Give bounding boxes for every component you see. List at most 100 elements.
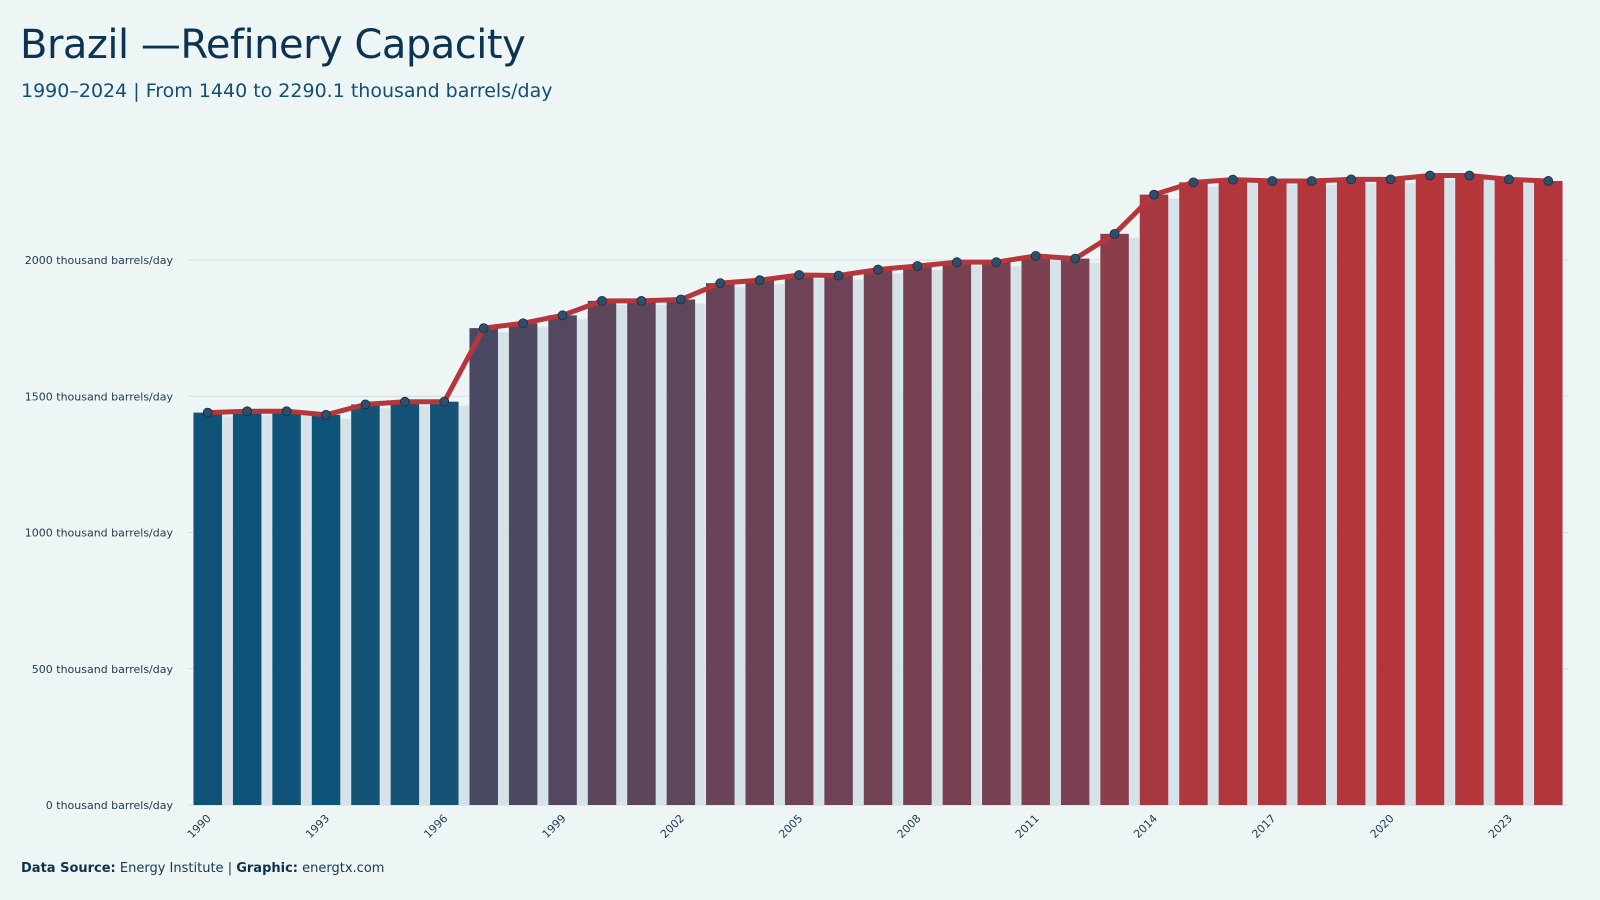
ghost-bar-2014 — [1166, 198, 1179, 806]
bar-2022 — [1455, 175, 1484, 805]
bar-1997 — [469, 328, 498, 805]
x-axis-ticks: 1990 1993 1996 1999 2002 2005 2008 2011 2014 2017… — [185, 812, 1515, 841]
marker-1994 — [360, 399, 371, 410]
marker-2018 — [1306, 176, 1317, 186]
bar-1995 — [390, 401, 420, 805]
bar-2004 — [745, 280, 774, 805]
y-tick-label-1000: 1000 thousand barrels/day — [25, 527, 174, 540]
marker-2007 — [873, 264, 883, 275]
ghost-bar-1993 — [338, 418, 351, 805]
y-tick-label-0: 0 thousand barrels/day — [46, 799, 174, 812]
x-tick-label-1993: 1993 — [303, 812, 332, 841]
ghost-bar-2012 — [1087, 262, 1100, 805]
marker-2011 — [1030, 251, 1041, 261]
bar-2019 — [1336, 179, 1366, 806]
ghost-bar-2011 — [1048, 259, 1061, 806]
marker-1992 — [281, 406, 292, 417]
ghost-bar-2003 — [733, 287, 746, 806]
ghost-bar-2005 — [811, 278, 824, 805]
bar-1990 — [193, 412, 222, 805]
ghost-bar-1998 — [535, 327, 548, 805]
ghost-bar-1991 — [259, 415, 272, 805]
graphic-value: energtx.com — [302, 861, 385, 876]
y-axis-ticks: 0 thousand barrels/day 500 thousand barre… — [25, 254, 174, 812]
bar-2023 — [1494, 179, 1524, 806]
marker-2002 — [675, 294, 686, 305]
chart-subtitle: 1990–2024 | From 1440 to 2290.1 thousand… — [21, 80, 553, 102]
marker-2015 — [1188, 177, 1199, 188]
ghost-bar-2015 — [1206, 186, 1219, 805]
ghost-bar-1990 — [220, 416, 233, 805]
x-tick-label-2011: 2011 — [1013, 812, 1042, 841]
bar-1993 — [311, 414, 341, 805]
ghost-bar-2018 — [1324, 184, 1337, 806]
bar-2010 — [982, 262, 1011, 805]
markers — [202, 170, 1554, 420]
marker-1999 — [557, 310, 568, 321]
ghost-bar-2008 — [930, 269, 943, 805]
marker-2024 — [1543, 176, 1554, 186]
marker-1998 — [518, 318, 529, 329]
ghost-bar-2010 — [1009, 266, 1022, 805]
marker-1996 — [439, 396, 450, 407]
x-tick-label-2023: 2023 — [1486, 812, 1515, 841]
ghost-bar-2022 — [1482, 179, 1495, 805]
bar-2018 — [1297, 180, 1326, 806]
bar-2007 — [863, 269, 893, 806]
marker-2008 — [912, 261, 923, 271]
bar-2013 — [1100, 233, 1129, 806]
bars — [193, 175, 1563, 806]
x-tick-label-2008: 2008 — [895, 812, 924, 841]
ghost-bar-2009 — [969, 266, 982, 805]
ghost-bars — [220, 179, 1534, 806]
bar-2009 — [942, 262, 972, 805]
graphic-label: Graphic: — [236, 861, 298, 876]
marker-2000 — [597, 295, 607, 306]
ghost-bar-2017 — [1285, 184, 1298, 806]
marker-2010 — [991, 257, 1002, 268]
bar-2015 — [1179, 182, 1208, 805]
marker-2012 — [1070, 253, 1081, 264]
marker-1997 — [478, 323, 489, 334]
x-tick-label-1999: 1999 — [540, 812, 569, 841]
bar-2012 — [1060, 258, 1090, 805]
marker-2023 — [1503, 174, 1514, 185]
ghost-bar-2019 — [1363, 183, 1376, 806]
bar-2020 — [1376, 179, 1405, 806]
bar-1992 — [272, 411, 301, 805]
marker-2004 — [754, 275, 765, 286]
marker-2005 — [794, 270, 805, 280]
ghost-bar-1999 — [575, 319, 588, 805]
ghost-bar-2004 — [772, 284, 785, 805]
bar-2016 — [1218, 179, 1248, 806]
bar-2000 — [587, 300, 617, 805]
bar-2005 — [784, 274, 814, 805]
ghost-bar-1996 — [457, 405, 470, 805]
chart-title: Brazil —Refinery Capacity — [20, 22, 526, 68]
ghost-bar-1995 — [417, 405, 430, 805]
marker-2022 — [1464, 170, 1475, 181]
marker-2013 — [1109, 228, 1120, 239]
bar-2024 — [1534, 180, 1563, 805]
ghost-bar-2000 — [614, 304, 627, 805]
x-tick-label-2020: 2020 — [1368, 812, 1397, 841]
bar-2003 — [706, 283, 735, 806]
x-tick-label-2005: 2005 — [776, 812, 805, 841]
footer-credits: Data Source: Energy Institute | Graphic:… — [21, 861, 384, 876]
marker-2003 — [715, 278, 726, 289]
ghost-bar-2016 — [1245, 183, 1258, 806]
ghost-bar-2001 — [654, 304, 667, 805]
marker-2017 — [1267, 176, 1278, 186]
bar-1996 — [430, 401, 459, 805]
marker-1995 — [399, 396, 410, 407]
marker-2014 — [1149, 189, 1159, 200]
source-value: Energy Institute — [119, 861, 224, 876]
bar-2011 — [1021, 255, 1050, 806]
ghost-bar-2020 — [1403, 183, 1416, 806]
y-tick-label-2000: 2000 thousand barrels/day — [25, 254, 174, 267]
bar-1999 — [548, 315, 577, 805]
ghost-bar-2002 — [693, 303, 706, 805]
x-tick-label-2017: 2017 — [1249, 812, 1278, 841]
